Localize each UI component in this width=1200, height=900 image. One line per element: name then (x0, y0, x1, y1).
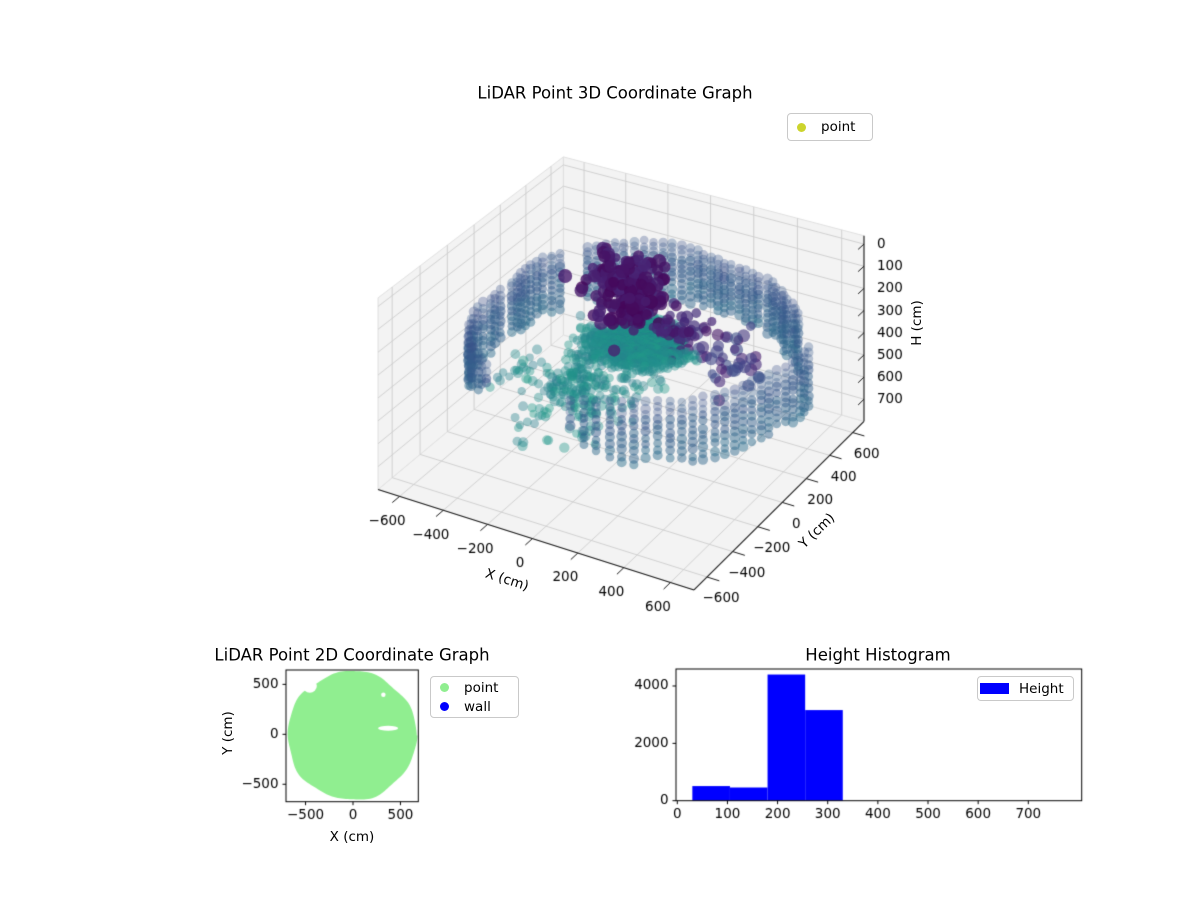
legend-item-height: Height (978, 679, 1073, 698)
legend-label-wall: wall (464, 698, 491, 715)
height-swatch-icon (980, 683, 1009, 694)
point-marker-icon (797, 122, 806, 132)
legend-label-point2d: point (464, 679, 499, 696)
hist-legend: Height (977, 676, 1074, 701)
plot3d-legend: point (787, 113, 873, 141)
legend-label-point: point (821, 119, 856, 135)
legend-label-height: Height (1019, 680, 1064, 697)
plot2d-title: LiDAR Point 2D Coordinate Graph (214, 645, 490, 665)
legend-item-point: point (788, 118, 872, 137)
plot2d-xlabel: X (cm) (329, 829, 375, 845)
plot2d-ylabel: Y (cm) (220, 711, 236, 755)
legend-item-point2d: point (431, 678, 518, 697)
plot3d-title: LiDAR Point 3D Coordinate Graph (477, 83, 753, 103)
plot3d-hlabel: H (cm) (909, 300, 925, 346)
legend-item-wall: wall (431, 697, 518, 716)
plot2d-legend: point wall (430, 676, 519, 718)
wall-marker-icon (440, 702, 449, 711)
point-marker-icon (440, 683, 449, 692)
hist-title: Height Histogram (805, 645, 951, 665)
